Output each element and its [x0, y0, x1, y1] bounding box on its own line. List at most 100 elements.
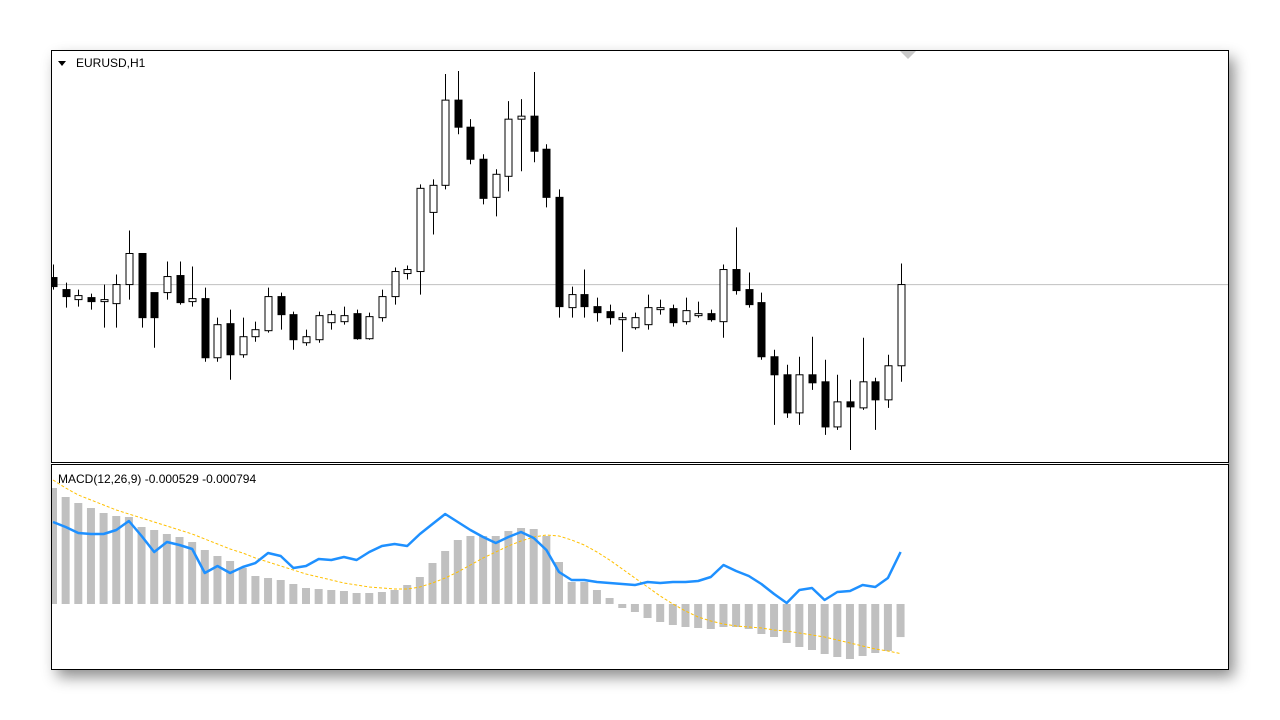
histogram-bar: [744, 604, 753, 629]
shift-marker: [900, 51, 916, 59]
candle-body: [239, 336, 248, 356]
candle-body: [656, 307, 665, 311]
histogram-bar: [833, 604, 842, 657]
histogram-bar: [52, 488, 57, 604]
histogram-bar: [757, 604, 766, 634]
histogram-bar: [238, 568, 247, 604]
histogram-bar: [618, 604, 627, 608]
candle-body: [745, 289, 754, 306]
histogram-bar: [681, 604, 690, 627]
candle-body: [833, 401, 842, 428]
histogram-bar: [327, 590, 336, 604]
histogram-bar: [858, 604, 867, 656]
histogram-bar: [517, 528, 526, 604]
price-plot: [52, 71, 1228, 450]
candle-body: [277, 296, 286, 316]
histogram-bar: [112, 516, 121, 604]
indicator-panel: [51, 464, 1229, 670]
candle-body: [492, 173, 501, 198]
candle-body: [871, 381, 880, 401]
histogram-bar: [529, 529, 538, 604]
candle-body: [719, 269, 728, 323]
histogram-bar: [656, 604, 665, 622]
candle-body: [795, 374, 804, 414]
histogram-bar: [719, 604, 728, 627]
histogram-bar: [706, 604, 715, 629]
histogram-bar: [592, 590, 601, 604]
candle-body: [644, 307, 653, 326]
collapse-icon: [58, 61, 66, 66]
candle-body: [163, 276, 172, 294]
candle-body: [74, 295, 83, 301]
candle-body: [770, 356, 779, 376]
candle-body: [251, 329, 260, 338]
candle-body: [289, 314, 298, 341]
candle-body: [897, 284, 906, 367]
histogram-bar: [302, 588, 310, 604]
histogram-bar: [871, 604, 880, 653]
candle-body: [732, 269, 741, 292]
candle-body: [315, 315, 324, 341]
histogram-bar: [264, 578, 273, 604]
candle-body: [327, 314, 336, 324]
histogram-bar: [567, 582, 576, 604]
candle-body: [821, 381, 830, 428]
histogram-bar: [314, 589, 323, 604]
candle-body: [694, 313, 703, 317]
histogram-bar: [668, 604, 677, 625]
histogram-bar: [390, 590, 399, 604]
histogram-bar: [403, 585, 412, 604]
candle-body: [631, 317, 640, 329]
candle-body: [504, 118, 513, 177]
histogram-bar: [86, 508, 95, 604]
histogram-bar: [124, 517, 133, 604]
candle-body: [264, 296, 273, 332]
histogram-bar: [441, 551, 450, 604]
histogram-bar: [732, 604, 741, 627]
candle-body: [112, 284, 121, 305]
histogram-bar: [188, 542, 197, 604]
candle-body: [416, 187, 425, 273]
histogram-bar: [504, 531, 513, 604]
candle-body: [517, 115, 526, 120]
candle-body: [580, 294, 589, 308]
candle-body: [100, 299, 109, 303]
candle-body: [593, 306, 602, 314]
candle-body: [568, 294, 577, 309]
indicator-label: MACD(12,26,9) -0.000529 -0.000794: [58, 472, 256, 486]
candle-body: [859, 381, 868, 409]
histogram-bar: [883, 604, 892, 651]
candle-body: [606, 311, 615, 319]
candle-body: [783, 374, 792, 414]
candle-body: [213, 324, 222, 359]
histogram-bar: [200, 550, 209, 604]
histogram-bar: [795, 604, 804, 647]
candle-body: [466, 126, 475, 160]
histogram-bar: [808, 604, 816, 650]
histogram-bar: [555, 562, 563, 604]
candle-body: [479, 158, 488, 199]
histogram-bar: [226, 561, 235, 604]
candle-body: [707, 313, 716, 321]
candle-body: [757, 302, 766, 358]
candle-body: [542, 148, 551, 198]
histogram-bar: [251, 576, 260, 604]
histogram-bar: [175, 537, 184, 604]
candle-body: [441, 99, 450, 186]
histogram-bar: [339, 591, 348, 604]
histogram-bar: [580, 582, 589, 604]
histogram-bar: [365, 593, 374, 604]
candle-body: [378, 296, 387, 319]
candle-body: [353, 313, 362, 340]
histogram-bar: [276, 580, 285, 604]
candle-body: [808, 374, 817, 384]
histogram-bar: [630, 604, 639, 612]
candle-body: [302, 336, 311, 344]
symbol-label: EURUSD,H1: [76, 56, 146, 70]
price-panel: [51, 50, 1229, 463]
candle-body: [188, 298, 197, 303]
candle-body: [846, 401, 855, 408]
histogram-bar: [845, 604, 854, 659]
candle-body: [62, 289, 71, 298]
